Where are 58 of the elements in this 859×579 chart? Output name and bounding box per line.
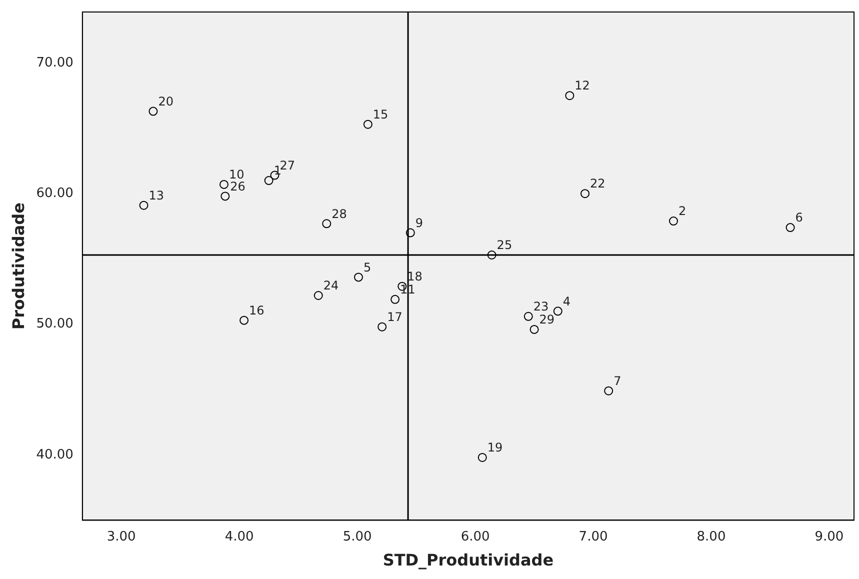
point: [314, 290, 323, 300]
annotation: 2: [678, 204, 686, 218]
annotation: 29: [539, 312, 555, 327]
annotation: 20: [158, 94, 174, 108]
annotation: 28: [332, 206, 347, 221]
point: [354, 272, 363, 282]
point: [478, 452, 487, 462]
point: [148, 106, 158, 116]
annotation: 4: [562, 294, 571, 308]
point: [524, 312, 533, 321]
annotation: 24: [323, 278, 339, 293]
annotation: 16: [249, 303, 264, 318]
annotation: 22: [590, 176, 606, 191]
x-tick-label: 3.00: [106, 529, 136, 544]
annotation: 17: [387, 310, 402, 324]
annotation: 15: [372, 107, 388, 122]
point: [786, 223, 795, 232]
x-axis-title: STD_Produtividade: [382, 550, 554, 570]
point: [565, 91, 574, 100]
x-tick-label: 7.00: [578, 529, 608, 544]
annotation: 12: [574, 78, 590, 93]
point: [220, 192, 230, 201]
annotation: 19: [487, 440, 503, 455]
x-tick-label: 8.00: [696, 529, 726, 544]
annotation: 23: [533, 300, 549, 314]
point: [604, 386, 614, 396]
annotation: 9: [415, 216, 424, 230]
annotation: 26: [230, 179, 246, 194]
y-axis-title: Produtividade: [8, 202, 28, 330]
point: [390, 294, 400, 304]
point: [530, 324, 539, 334]
annotation: 5: [363, 260, 372, 274]
annotation: 25: [496, 238, 512, 252]
point: [264, 176, 274, 186]
point: [668, 216, 678, 226]
x-tick-label: 4.00: [224, 529, 254, 544]
point: [139, 200, 148, 210]
x-tick-label: 9.00: [814, 529, 844, 544]
point: [363, 120, 372, 129]
point: [378, 322, 387, 332]
point: [553, 306, 562, 316]
y-tick-label: 40.00: [36, 447, 74, 462]
point: [406, 228, 415, 238]
point: [487, 250, 496, 260]
point: [322, 219, 332, 228]
point: [240, 316, 249, 325]
x-tick-label: 6.00: [460, 529, 490, 544]
annotation: 7: [614, 374, 622, 388]
y-tick-label: 60.00: [36, 186, 74, 201]
annotation: 10: [228, 168, 244, 182]
annotation: 27: [280, 158, 296, 172]
point: [580, 189, 590, 198]
annotation: 13: [148, 188, 164, 202]
y-tick-label: 70.00: [36, 55, 74, 70]
x-tick-label: 5.00: [342, 529, 372, 544]
point: [219, 180, 228, 189]
annotation: 6: [795, 210, 803, 225]
y-tick-label: 50.00: [36, 316, 74, 332]
